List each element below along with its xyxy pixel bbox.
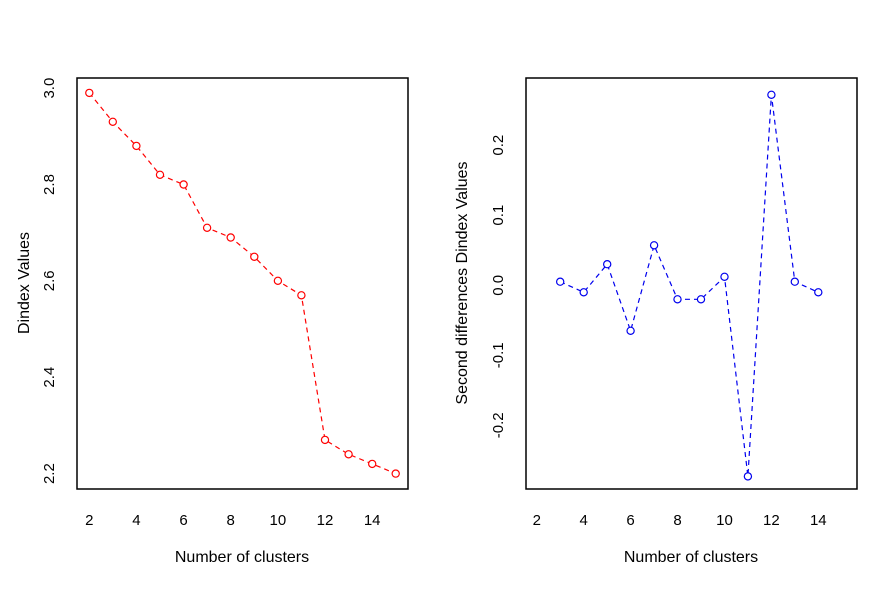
plot-border xyxy=(525,77,858,490)
x-axis-title-dindex: Number of clusters xyxy=(174,549,310,566)
data-point xyxy=(368,459,377,469)
x-tick-label: 8 xyxy=(673,512,681,529)
y-tick-label: 0.1 xyxy=(490,205,507,226)
y-tick-label: -0.2 xyxy=(490,412,507,438)
y-tick-label: -0.1 xyxy=(490,342,507,368)
dindex-panel: 2 4 6 8 10 12 14 2.2 2.4 2.6 2.8 3.0 xyxy=(41,77,409,529)
data-point xyxy=(320,435,330,445)
data-point xyxy=(108,117,118,127)
data-point xyxy=(202,223,212,232)
data-point xyxy=(179,180,188,189)
data-point xyxy=(250,252,259,261)
x-tick-label: 8 xyxy=(227,512,235,529)
x-tick-label: 4 xyxy=(132,512,140,529)
x-tick-label: 10 xyxy=(270,512,287,529)
y-tick-label: 2.2 xyxy=(41,463,58,484)
y-tick-label: 3.0 xyxy=(41,78,58,99)
second-differences-panel: 2 4 6 8 10 12 14 -0.2 -0.1 0.0 0.1 0.2 xyxy=(490,77,858,529)
data-point xyxy=(814,288,823,297)
x-tick-label: 10 xyxy=(716,512,733,529)
data-point xyxy=(556,277,565,286)
y-tick-label: 2.4 xyxy=(41,367,58,388)
data-point xyxy=(626,326,635,335)
data-point xyxy=(344,450,353,459)
data-point xyxy=(673,295,682,304)
y-tick-label: 2.8 xyxy=(41,174,58,195)
data-line xyxy=(88,92,396,475)
data-point xyxy=(603,260,612,269)
data-point xyxy=(579,288,588,297)
data-point xyxy=(743,472,753,481)
y-tick-label: 0.2 xyxy=(490,135,507,156)
x-tick-label: 6 xyxy=(179,512,187,529)
x-tick-label: 2 xyxy=(533,512,541,529)
y-axis-title-dindex: Dindex Values xyxy=(16,232,33,334)
data-point xyxy=(767,90,776,100)
data-point xyxy=(720,272,729,281)
y-tick-label: 0.0 xyxy=(490,275,507,296)
plot-border xyxy=(76,77,409,490)
data-point xyxy=(155,170,165,179)
data-point xyxy=(226,233,235,242)
x-tick-label: 12 xyxy=(317,512,334,529)
y-tick-label: 2.6 xyxy=(41,270,58,291)
x-tick-label: 14 xyxy=(810,512,827,529)
data-point xyxy=(696,295,706,304)
x-tick-label: 6 xyxy=(626,512,634,529)
data-line xyxy=(559,94,819,477)
data-point xyxy=(391,469,400,478)
data-point xyxy=(297,291,306,300)
x-tick-label: 12 xyxy=(763,512,780,529)
data-point xyxy=(85,88,94,98)
data-point xyxy=(649,241,659,250)
data-point xyxy=(132,141,141,151)
x-tick-label: 14 xyxy=(364,512,381,529)
data-point xyxy=(790,277,800,286)
y-axis-title-second-differences: Second differences Dindex Values xyxy=(454,161,471,405)
data-point xyxy=(273,276,283,285)
x-tick-label: 4 xyxy=(580,512,588,529)
x-tick-label: 2 xyxy=(85,512,93,529)
x-axis-title-second-differences: Number of clusters xyxy=(623,549,759,566)
